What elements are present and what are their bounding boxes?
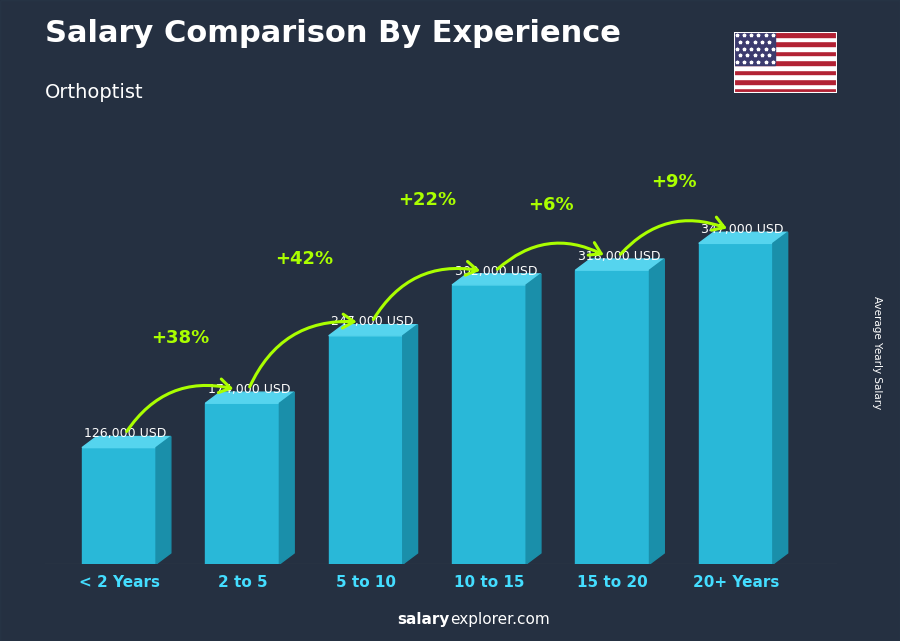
Text: 318,000 USD: 318,000 USD <box>578 250 661 263</box>
Text: 302,000 USD: 302,000 USD <box>454 265 537 278</box>
Polygon shape <box>403 325 418 564</box>
Polygon shape <box>575 270 650 564</box>
FancyArrowPatch shape <box>249 314 354 387</box>
Bar <box>734 65 837 69</box>
FancyArrowPatch shape <box>498 243 601 269</box>
Bar <box>734 69 837 74</box>
Text: salary: salary <box>398 612 450 627</box>
Polygon shape <box>526 274 541 564</box>
Bar <box>734 51 837 56</box>
FancyArrowPatch shape <box>620 217 724 254</box>
Polygon shape <box>328 336 403 564</box>
Text: Orthoptist: Orthoptist <box>45 83 144 103</box>
Polygon shape <box>328 325 418 336</box>
Polygon shape <box>698 244 773 564</box>
Bar <box>734 88 837 93</box>
Polygon shape <box>575 259 664 270</box>
Text: +9%: +9% <box>652 173 697 191</box>
Polygon shape <box>279 392 294 564</box>
Bar <box>734 79 837 83</box>
Text: +6%: +6% <box>528 196 573 214</box>
Polygon shape <box>82 437 171 447</box>
Text: +42%: +42% <box>275 249 333 267</box>
Bar <box>734 32 775 65</box>
Text: 174,000 USD: 174,000 USD <box>208 383 291 396</box>
Bar <box>734 32 837 37</box>
FancyArrowPatch shape <box>374 262 477 320</box>
Text: 126,000 USD: 126,000 USD <box>85 428 166 440</box>
Text: 247,000 USD: 247,000 USD <box>331 315 414 328</box>
Bar <box>734 60 837 65</box>
Text: explorer.com: explorer.com <box>450 612 550 627</box>
Polygon shape <box>698 232 788 244</box>
Polygon shape <box>205 392 294 403</box>
Polygon shape <box>773 232 788 564</box>
Text: +22%: +22% <box>399 191 456 209</box>
Polygon shape <box>452 274 541 285</box>
Polygon shape <box>452 285 526 564</box>
Text: Salary Comparison By Experience: Salary Comparison By Experience <box>45 19 621 48</box>
Text: +38%: +38% <box>151 329 210 347</box>
Bar <box>734 56 837 60</box>
Bar <box>734 37 837 42</box>
Polygon shape <box>82 447 156 564</box>
Polygon shape <box>650 259 664 564</box>
Bar <box>734 83 837 88</box>
Bar <box>734 42 837 46</box>
Text: 347,000 USD: 347,000 USD <box>701 223 784 236</box>
Bar <box>734 74 837 79</box>
Bar <box>734 46 837 51</box>
Polygon shape <box>156 437 171 564</box>
Polygon shape <box>205 403 279 564</box>
FancyArrowPatch shape <box>127 379 230 431</box>
Text: Average Yearly Salary: Average Yearly Salary <box>872 296 883 409</box>
